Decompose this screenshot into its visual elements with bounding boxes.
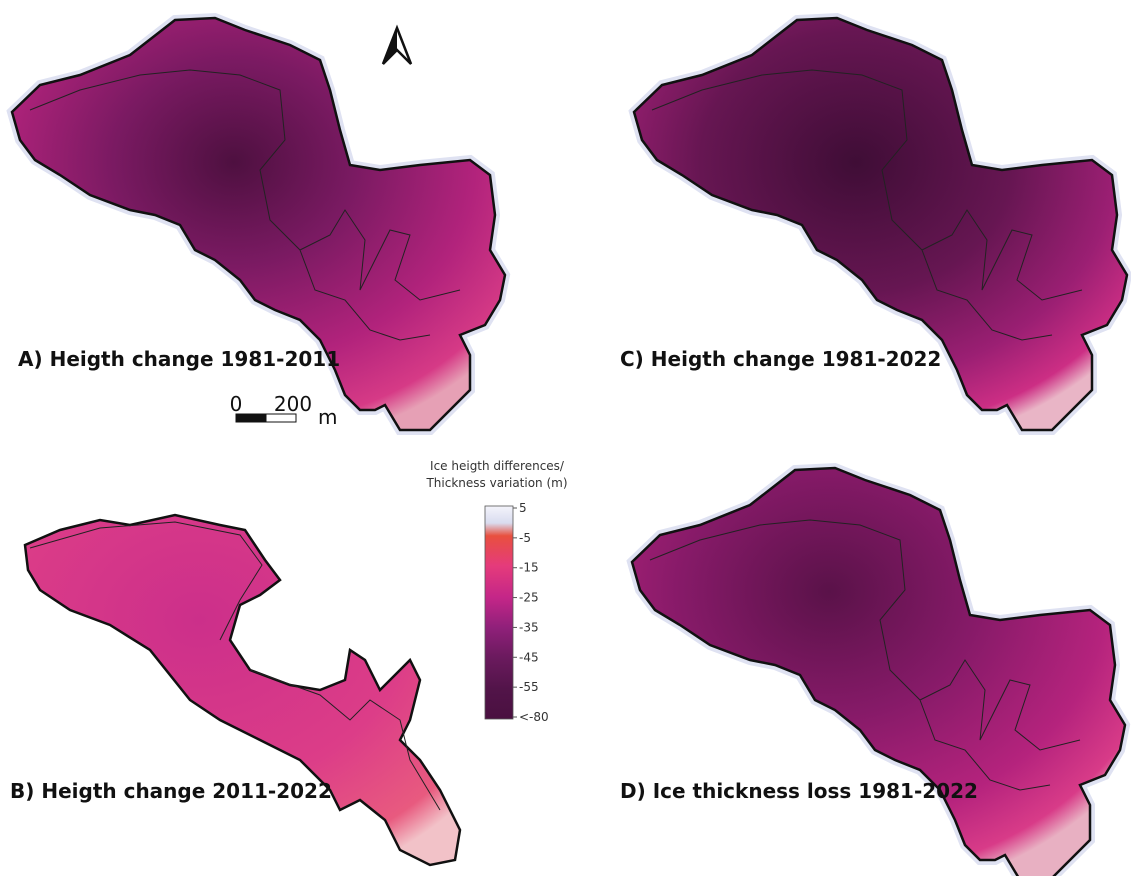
legend-tick-label: 5 bbox=[519, 501, 527, 515]
legend: Ice heigth differences/ Thickness variat… bbox=[425, 459, 567, 724]
legend-tick-label: -35 bbox=[519, 620, 539, 634]
panel-label: C) Heigth change 1981-2022 bbox=[620, 347, 941, 371]
legend-tick-label: <-80 bbox=[519, 710, 549, 724]
legend-tick-label: -5 bbox=[519, 531, 531, 545]
panel-label: A) Heigth change 1981-2011 bbox=[18, 347, 340, 371]
legend-title: Ice heigth differences/ bbox=[430, 459, 565, 473]
glacier-map bbox=[630, 466, 1127, 876]
panel-label: B) Heigth change 2011-2022 bbox=[10, 779, 332, 803]
glacier-map bbox=[23, 513, 462, 867]
legend-tick-label: -15 bbox=[519, 561, 539, 575]
scale-label: 200 bbox=[274, 392, 312, 416]
legend-tick-label: -55 bbox=[519, 680, 539, 694]
scale-unit: m bbox=[318, 405, 337, 429]
panel-d bbox=[632, 468, 1125, 876]
panel-a: A) Heigth change 1981-2011 bbox=[12, 18, 505, 430]
panel-b: B) Heigth change 2011-2022 bbox=[10, 513, 462, 867]
colorbar bbox=[484, 505, 514, 720]
north-arrow bbox=[381, 24, 413, 65]
scale-label: 0 bbox=[230, 392, 243, 416]
outline-2011 bbox=[29, 521, 441, 811]
legend-tick-label: -45 bbox=[519, 650, 539, 664]
legend-title: Thickness variation (m) bbox=[425, 476, 567, 490]
scale-bar: 0 200 m bbox=[230, 392, 338, 429]
panel-label: D) Ice thickness loss 1981-2022 bbox=[620, 779, 978, 803]
legend-tick-label: -25 bbox=[519, 591, 539, 605]
